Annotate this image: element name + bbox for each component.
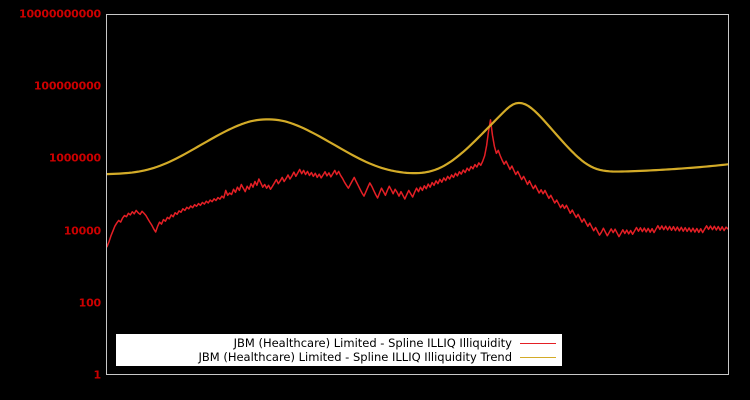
legend-color-swatch [520, 342, 556, 344]
legend-color-swatch [520, 356, 556, 358]
y-axis-tick-label: 100000000 [33, 79, 101, 93]
series-layer [107, 103, 728, 247]
y-axis-tick-label: 1000000 [48, 151, 101, 165]
chart-legend: JBM (Healthcare) Limited - Spline ILLIQ … [116, 334, 562, 366]
legend-item-label: JBM (Healthcare) Limited - Spline ILLIQ … [198, 350, 512, 364]
series-line-1 [107, 120, 728, 247]
y-axis-tick-label: 10000000000 [19, 7, 101, 21]
y-axis-tick-label: 100 [78, 296, 102, 310]
y-axis-tick-labels: 10000000000 100000000 1000000 10000 100 1 [0, 0, 101, 400]
series-line-2 [107, 103, 728, 174]
plot-area [106, 14, 729, 375]
y-axis-tick-label: 1 [93, 368, 102, 382]
legend-item-label: JBM (Healthcare) Limited - Spline ILLIQ … [233, 336, 512, 350]
legend-item[interactable]: JBM (Healthcare) Limited - Spline ILLIQ … [116, 336, 562, 350]
plot-svg [107, 15, 728, 374]
legend-item[interactable]: JBM (Healthcare) Limited - Spline ILLIQ … [116, 350, 562, 364]
y-axis-tick-label: 10000 [63, 224, 101, 238]
